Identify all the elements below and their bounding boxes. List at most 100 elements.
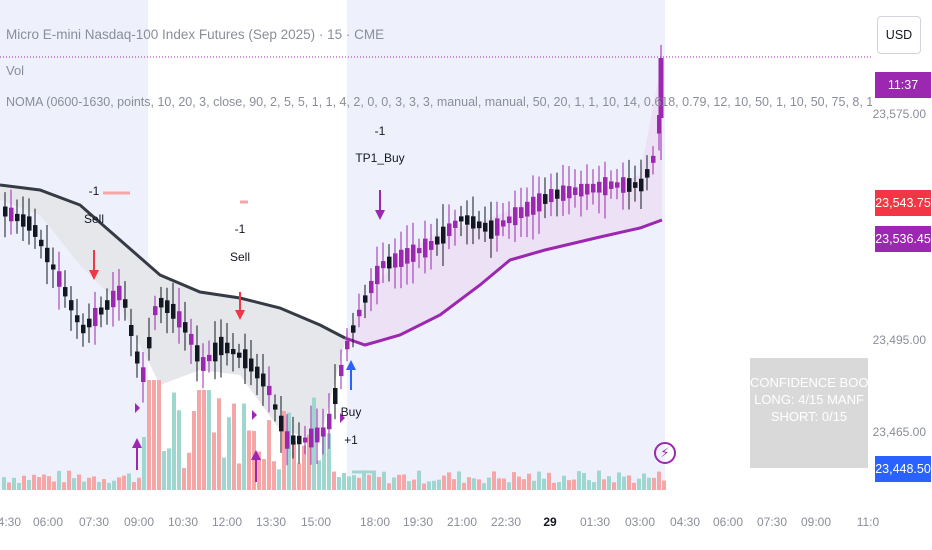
volume-bar [202,390,206,490]
time-label: 11:0 [856,515,880,529]
volume-bar [117,477,121,490]
tp-signal-count: -1 [374,124,386,138]
candle-body [243,349,248,369]
candle-body [117,285,122,301]
candle-body [147,336,152,349]
candle-body [309,428,314,448]
volume-bar [192,411,196,490]
candle-body [423,238,428,258]
candle-body [45,247,50,263]
currency-button[interactable]: USD [877,16,921,54]
symbol-title[interactable]: Micro E-mini Nasdaq-100 Index Futures (S… [6,27,385,42]
volume-bar [52,481,56,490]
volume-bar [77,474,81,490]
candle-body [231,349,236,355]
volume-bar [482,483,486,490]
candle-body [579,183,584,197]
volume-bar [277,469,281,490]
volume-bar [272,461,276,490]
volume-bar [657,471,661,490]
volume-bar [247,430,251,490]
chart-area[interactable]: Micro E-mini Nasdaq-100 Index Futures (S… [0,0,872,512]
volume-bar [82,481,86,490]
volume-bar [182,468,186,490]
volume-bar [317,460,321,490]
lightning-alert-icon[interactable]: ⚡ [654,442,676,464]
entry-marker [340,413,345,423]
candle-body [375,265,380,285]
time-label: 18:00 [359,515,391,529]
candle-body [135,351,140,364]
candle-body [429,240,434,250]
candle-body [297,435,302,445]
volume-bar [497,478,501,490]
sell-signal-count: -1 [234,222,246,236]
candle-body [339,364,344,377]
volume-bar [342,472,346,490]
volume-bar [242,403,246,490]
candle-body [525,201,530,217]
volume-bar [372,473,376,490]
candle-body [657,115,662,134]
candle-body [507,216,512,224]
candle-body [33,225,38,237]
tp-signal-label: TP1_Buy [355,151,405,165]
sell-arrow-head [235,310,245,320]
price-chart[interactable] [0,0,872,512]
noma-indicator-label[interactable]: NOMA (0600-1630, points, 10, 20, 3, clos… [6,95,872,109]
candle-body [411,244,416,262]
volume-bar [392,477,396,490]
candle-body [537,193,542,212]
price-badge-blue: 23,448.50 [875,456,931,482]
candle-body [381,261,386,269]
long-arrow-head [251,450,261,460]
volume-bar [467,477,471,490]
volume-bar [417,470,421,490]
time-axis[interactable]: 04:30 06:00 07:30 09:00 10:30 12:00 13:3… [0,512,932,550]
price-axis[interactable]: USD 11:37 23,575.00 23,543.75 23,536.45 … [872,0,932,512]
volume-bar [522,479,526,490]
candle-body [327,413,332,430]
candle-body [201,357,206,371]
volume-bar [592,482,596,490]
volume-bar [382,471,386,490]
volume-bar [662,480,666,490]
candle-body [639,178,644,192]
volume-bar [37,477,41,490]
volume-bar [512,472,516,490]
volume-bar [652,477,656,490]
volume-bar [577,471,581,490]
candle-body [501,220,506,227]
volume-bar [552,482,556,490]
buy-signal-label: Buy [340,405,362,419]
volume-bar [492,471,496,490]
candle-body [213,342,218,362]
candle-body [603,177,608,196]
volume-bar [107,482,111,490]
volume-bar [72,478,76,490]
candle-body [489,220,494,239]
confidence-boosters-table: CONFIDENCE BOOSTERS LONG: 4/15 MANF SHOR… [750,358,872,468]
candle-body [513,207,518,226]
volume-bar [432,480,436,490]
volume-bar [637,478,641,490]
volume-bar [252,430,256,490]
volume-bar [387,483,391,490]
time-label: 13:30 [255,515,287,529]
volume-bar [402,474,406,490]
candle-body [87,318,92,328]
volume-bar [367,474,371,490]
candle-body [39,239,44,247]
volume-bar [132,482,136,490]
volume-bar [12,477,16,490]
volume-bar [627,475,631,490]
volume-bar [57,470,61,490]
volume-indicator-label[interactable]: Vol [6,63,25,78]
volume-bar [572,479,576,490]
sell-signal-label: Sell [83,212,105,226]
volume-bar [332,471,336,490]
candle-body [255,366,260,379]
volume-bar [437,479,441,490]
volume-bar [542,478,546,490]
volume-bar [352,475,356,490]
